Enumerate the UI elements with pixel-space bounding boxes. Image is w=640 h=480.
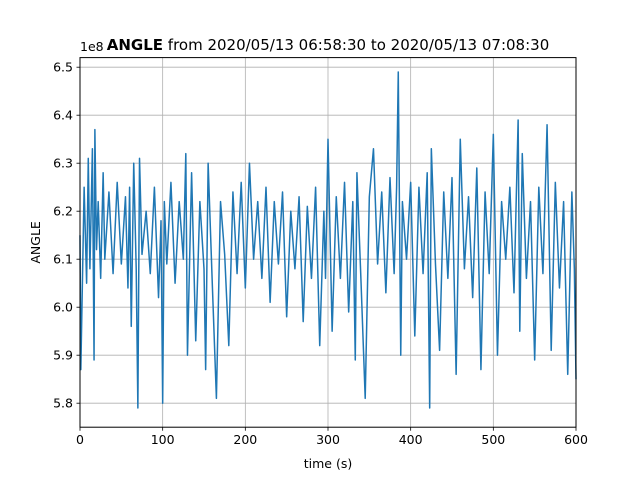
tick-marks bbox=[76, 66, 577, 431]
angle-series-line bbox=[79, 71, 577, 409]
x-axis-label: time (s) bbox=[304, 456, 352, 471]
chart-title-rest: from 2020/05/13 06:58:30 to 2020/05/13 0… bbox=[163, 36, 549, 54]
x-tick-label: 600 bbox=[564, 432, 588, 447]
x-tick-label: 300 bbox=[316, 432, 340, 447]
x-tick-label: 400 bbox=[399, 432, 423, 447]
y-axis-label: ANGLE bbox=[28, 221, 43, 264]
x-tick-label: 200 bbox=[233, 432, 257, 447]
y-tick-label: 6.4 bbox=[53, 108, 73, 123]
chart-title: ANGLE from 2020/05/13 06:58:30 to 2020/0… bbox=[107, 36, 550, 54]
y-tick-label: 5.8 bbox=[53, 396, 73, 411]
y-tick-label: 6.1 bbox=[53, 252, 73, 267]
y-tick-label: 6.5 bbox=[53, 60, 73, 75]
y-tick-label: 6.2 bbox=[53, 204, 73, 219]
x-tick-label: 500 bbox=[481, 432, 505, 447]
y-tick-label: 6.0 bbox=[53, 300, 73, 315]
chart-title-bold: ANGLE bbox=[107, 36, 163, 54]
y-offset-label: 1e8 bbox=[80, 39, 104, 54]
y-tick-label: 5.9 bbox=[53, 348, 73, 363]
x-tick-label: 100 bbox=[151, 432, 175, 447]
data-line-layer bbox=[79, 71, 577, 409]
x-tick-label: 0 bbox=[76, 432, 84, 447]
y-tick-label: 6.3 bbox=[53, 156, 73, 171]
